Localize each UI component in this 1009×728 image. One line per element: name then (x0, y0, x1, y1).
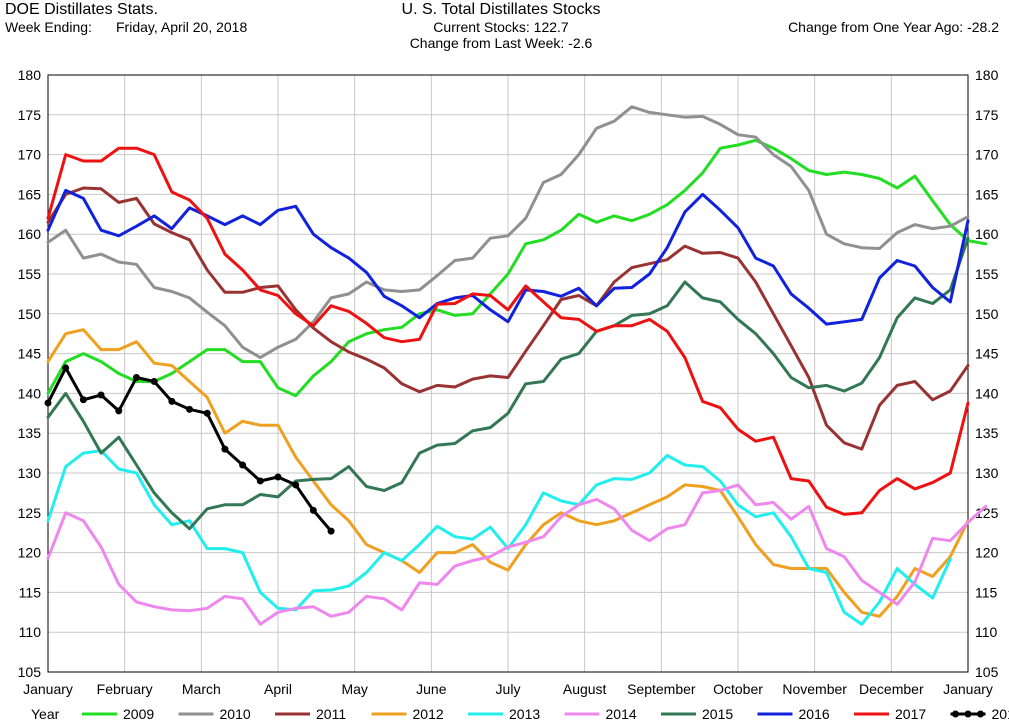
y-tick-label-left: 175 (18, 107, 42, 123)
series-point-2018 (327, 527, 335, 535)
series-point-2018 (186, 405, 194, 413)
series-point-2018 (221, 445, 229, 453)
legend-label-2017: 2017 (895, 706, 926, 722)
series-point-2018 (132, 373, 140, 381)
series-line-2013 (46, 449, 952, 626)
series-line-2015 (46, 236, 970, 531)
series-point-2018 (115, 407, 123, 415)
y-tick-label-left: 155 (18, 266, 42, 282)
x-tick-label: March (182, 681, 221, 697)
left-title: DOE Distillates Stats. (5, 1, 158, 18)
y-tick-label-left: 170 (18, 147, 42, 163)
series-point-2018 (168, 397, 176, 405)
week-ending-value: Friday, April 20, 2018 (116, 19, 248, 35)
legend-label-2016: 2016 (799, 706, 830, 722)
y-tick-label-left: 125 (18, 505, 42, 521)
series-point-2018 (62, 364, 70, 372)
y-tick-label-right: 180 (975, 67, 999, 83)
x-tick-label: August (563, 681, 607, 697)
series-line-2014 (46, 483, 988, 626)
series-point-2018 (203, 409, 211, 417)
x-tick-label: December (859, 681, 924, 697)
legend-marker-2018 (977, 710, 984, 718)
series-line-2010 (46, 105, 970, 360)
y-tick-label-left: 120 (18, 545, 42, 561)
y-tick-label-right: 105 (975, 664, 999, 680)
series-point-2018 (274, 473, 282, 481)
week-ending-label: Week Ending: (5, 19, 92, 35)
y-tick-label-right: 155 (975, 266, 999, 282)
x-tick-label: January (943, 681, 993, 697)
y-tick-label-left: 130 (18, 465, 42, 481)
legend-label-2013: 2013 (509, 706, 540, 722)
x-tick-label: February (97, 681, 153, 697)
legend-label-2015: 2015 (702, 706, 733, 722)
legend-label-2010: 2010 (220, 706, 251, 722)
x-tick-label: September (627, 681, 696, 697)
y-tick-label-left: 150 (18, 306, 42, 322)
series-line-2011 (46, 186, 970, 451)
y-tick-label-right: 170 (975, 147, 999, 163)
x-tick-label: April (264, 681, 292, 697)
chart-title: U. S. Total Distillates Stocks (401, 1, 601, 18)
y-tick-label-left: 105 (18, 664, 42, 680)
y-tick-label-right: 165 (975, 186, 999, 202)
y-tick-label-right: 160 (975, 226, 999, 242)
legend-title: Year (31, 706, 60, 722)
plot-frame (47, 74, 969, 673)
series-point-2018 (79, 396, 87, 404)
series-point-2018 (150, 377, 158, 385)
y-tick-label-right: 130 (975, 465, 999, 481)
chart-legend: Year 2009 2010 2011 2012 2013 2014 2015 2016 2017… (31, 706, 1009, 722)
current-stocks: Current Stocks: 122.7 (433, 19, 569, 35)
y-tick-label-right: 135 (975, 425, 999, 441)
y-tick-label-left: 145 (18, 346, 42, 362)
legend-label-2012: 2012 (413, 706, 444, 722)
change-last-week: Change from Last Week: -2.6 (409, 35, 593, 51)
change-year-ago: Change from One Year Ago: -28.2 (788, 19, 999, 35)
series-line-2009 (46, 138, 988, 398)
y-tick-label-left: 180 (18, 67, 42, 83)
x-tick-label: October (713, 681, 763, 697)
y-tick-label-left: 160 (18, 226, 42, 242)
x-tick-label: November (782, 681, 847, 697)
y-tick-label-left: 165 (18, 186, 42, 202)
x-tick-label: June (416, 681, 447, 697)
y-tick-label-right: 150 (975, 306, 999, 322)
legend-marker-2018 (964, 710, 972, 718)
x-tick-label: May (341, 681, 367, 697)
legend-label-2011: 2011 (316, 706, 346, 722)
legend-label-2018: 2018 (992, 706, 1009, 722)
y-tick-label-right: 175 (975, 107, 999, 123)
series-line-2017 (46, 146, 970, 516)
y-tick-label-left: 110 (19, 624, 42, 640)
x-tick-label: January (23, 681, 73, 697)
x-tick-label: July (496, 681, 521, 697)
legend-label-2014: 2014 (606, 706, 637, 722)
series-point-2018 (256, 477, 264, 485)
series-point-2018 (239, 461, 247, 469)
y-tick-label-left: 135 (18, 425, 42, 441)
legend-marker-2018 (952, 710, 959, 718)
series-point-2018 (44, 399, 52, 407)
y-tick-label-right: 140 (975, 385, 999, 401)
y-tick-label-left: 140 (18, 385, 42, 401)
y-tick-label-right: 110 (975, 624, 998, 640)
y-tick-label-right: 115 (975, 584, 998, 600)
y-tick-label-left: 115 (19, 584, 42, 600)
series-point-2018 (97, 391, 105, 399)
series-point-2018 (292, 481, 300, 489)
y-tick-label-right: 120 (975, 545, 999, 561)
series-point-2018 (309, 506, 317, 514)
legend-label-2009: 2009 (123, 706, 154, 722)
y-tick-label-right: 145 (975, 346, 999, 362)
chart-series (44, 105, 988, 626)
